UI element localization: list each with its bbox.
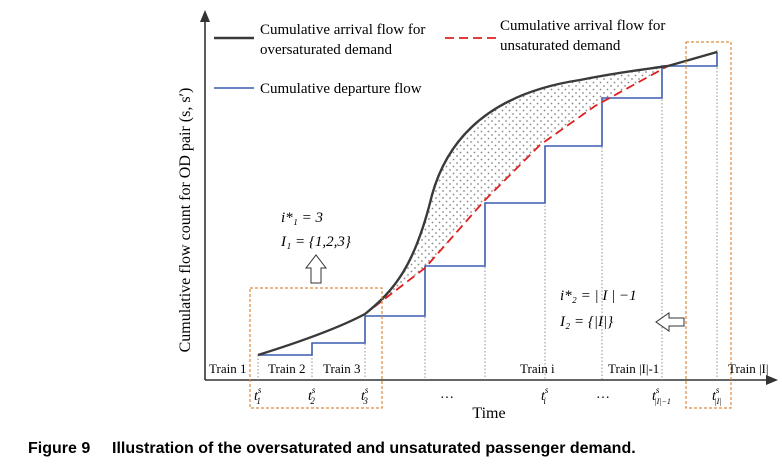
up-arrow-icon — [304, 254, 328, 284]
train-label: Train |I| — [728, 361, 768, 376]
tick-t2: ts 2 — [308, 385, 316, 406]
train-label: Train |I|-1 — [608, 361, 659, 376]
annotation-right-line1: i*₂ = | I | −1 — [560, 288, 637, 304]
time-ticks: ts 1 ts 2 ts 3 … ts i … ts |I|−1 ts |I| — [254, 385, 721, 406]
annotation-left-line1: i*₁ = 3 — [281, 210, 323, 226]
legend-departure-label: Cumulative departure flow — [260, 81, 422, 97]
x-axis-label: Time — [472, 405, 505, 422]
legend-unsat-line1: Cumulative arrival flow for — [500, 18, 665, 34]
train-labels: Train 1 Train 2 Train 3 Train i Train |I… — [209, 361, 768, 376]
annotation-left-line2: I₁ = {1,2,3} — [280, 234, 351, 250]
tick-t3: ts 3 — [361, 385, 369, 406]
departure-step-curve — [258, 52, 718, 356]
shaded-gap-region — [365, 66, 668, 314]
oversaturated-arrival-curve — [257, 50, 718, 357]
tick-tI: ts |I| — [712, 385, 721, 406]
legend-unsat-line2: unsaturated demand — [500, 38, 621, 54]
train-label: Train 3 — [323, 361, 360, 376]
legend-oversat-line1: Cumulative arrival flow for — [260, 22, 425, 38]
figure-caption: Figure 9 Illustration of the oversaturate… — [28, 440, 636, 458]
oversat-group-box-left — [249, 287, 383, 409]
x-axis-arrow — [766, 375, 778, 385]
y-axis-arrow — [200, 10, 210, 22]
tick-ellipsis: … — [440, 387, 454, 402]
annotation-left: i*₁ = 3 I₁ = {1,2,3} — [280, 210, 351, 250]
tick-t1: ts 1 — [254, 385, 262, 406]
legend: Cumulative arrival flow for oversaturate… — [214, 18, 665, 97]
train-label: Train 1 — [209, 361, 246, 376]
left-arrow-icon — [655, 312, 685, 332]
figure-number: Figure 9 — [28, 440, 91, 457]
tick-tI-1: ts |I|−1 — [652, 385, 671, 406]
tick-ellipsis: … — [596, 387, 610, 402]
annotation-right: i*₂ = | I | −1 I₂ = {|I|} — [559, 288, 637, 330]
annotation-right-line2: I₂ = {|I|} — [559, 314, 613, 330]
y-axis-label: Cumulative flow count for OD pair (s, s′… — [177, 88, 194, 353]
tick-ti: ts i — [541, 385, 549, 406]
train-label: Train 2 — [268, 361, 305, 376]
legend-oversat-line2: oversaturated demand — [260, 42, 393, 58]
train-label: Train i — [520, 361, 555, 376]
oversat-group-box-right — [685, 41, 732, 409]
figure-caption-text: Illustration of the oversaturated and un… — [112, 440, 636, 457]
